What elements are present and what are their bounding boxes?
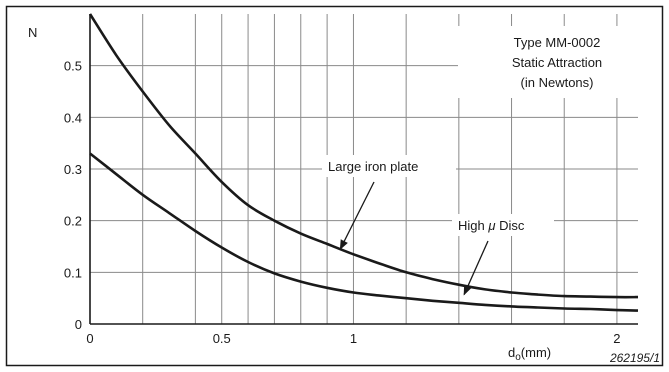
annotation-large-plate-bg (322, 155, 456, 177)
y-tick-label: 0.5 (64, 59, 82, 74)
y-tick-label: 0.4 (64, 110, 82, 125)
x-tick-label: 2 (613, 331, 620, 346)
x-axis-label-sub: o (515, 352, 521, 363)
x-axis-label: do(mm) (508, 345, 551, 363)
annotation-high-mu-rest: Disc (495, 218, 524, 233)
series-layer (88, 13, 639, 312)
figure-id: 262195/1 (609, 351, 660, 365)
annotation-high-mu-symbol: μ (487, 218, 495, 233)
x-tick-label: 0 (86, 331, 93, 346)
x-axis-label-main: d (508, 345, 515, 360)
series-line-high-mu-disc (89, 152, 639, 312)
annotation-large-plate: Large iron plate (328, 159, 418, 174)
series-line-large-iron-plate (88, 13, 639, 299)
tick-labels: 0 0.5 1 2 0 0.1 0.2 0.3 0.4 0.5 (64, 59, 621, 346)
chart-title-line-2: Static Attraction (512, 55, 602, 70)
annotation-high-mu-main: High (458, 218, 488, 233)
x-tick-label: 0.5 (213, 331, 231, 346)
annotation-high-mu-bg (452, 214, 554, 236)
figure-border (5, 5, 664, 367)
y-tick-label: 0.1 (64, 265, 82, 280)
chart-title-line-3: (in Newtons) (521, 75, 594, 90)
annotation-high-mu-arrow (463, 240, 489, 296)
y-tick-label: 0.2 (64, 214, 82, 229)
x-tick-label: 1 (350, 331, 357, 346)
x-axis-label-unit: (mm) (521, 345, 551, 360)
y-axis-label: N (28, 25, 37, 40)
annotation-high-mu: High μ Disc (458, 218, 525, 233)
y-tick-label: 0 (75, 317, 82, 332)
y-tick-label: 0.3 (64, 162, 82, 177)
annotation-large-plate-arrow (339, 181, 375, 250)
title-box (458, 26, 658, 98)
chart-title-line-1: Type MM-0002 (514, 35, 601, 50)
